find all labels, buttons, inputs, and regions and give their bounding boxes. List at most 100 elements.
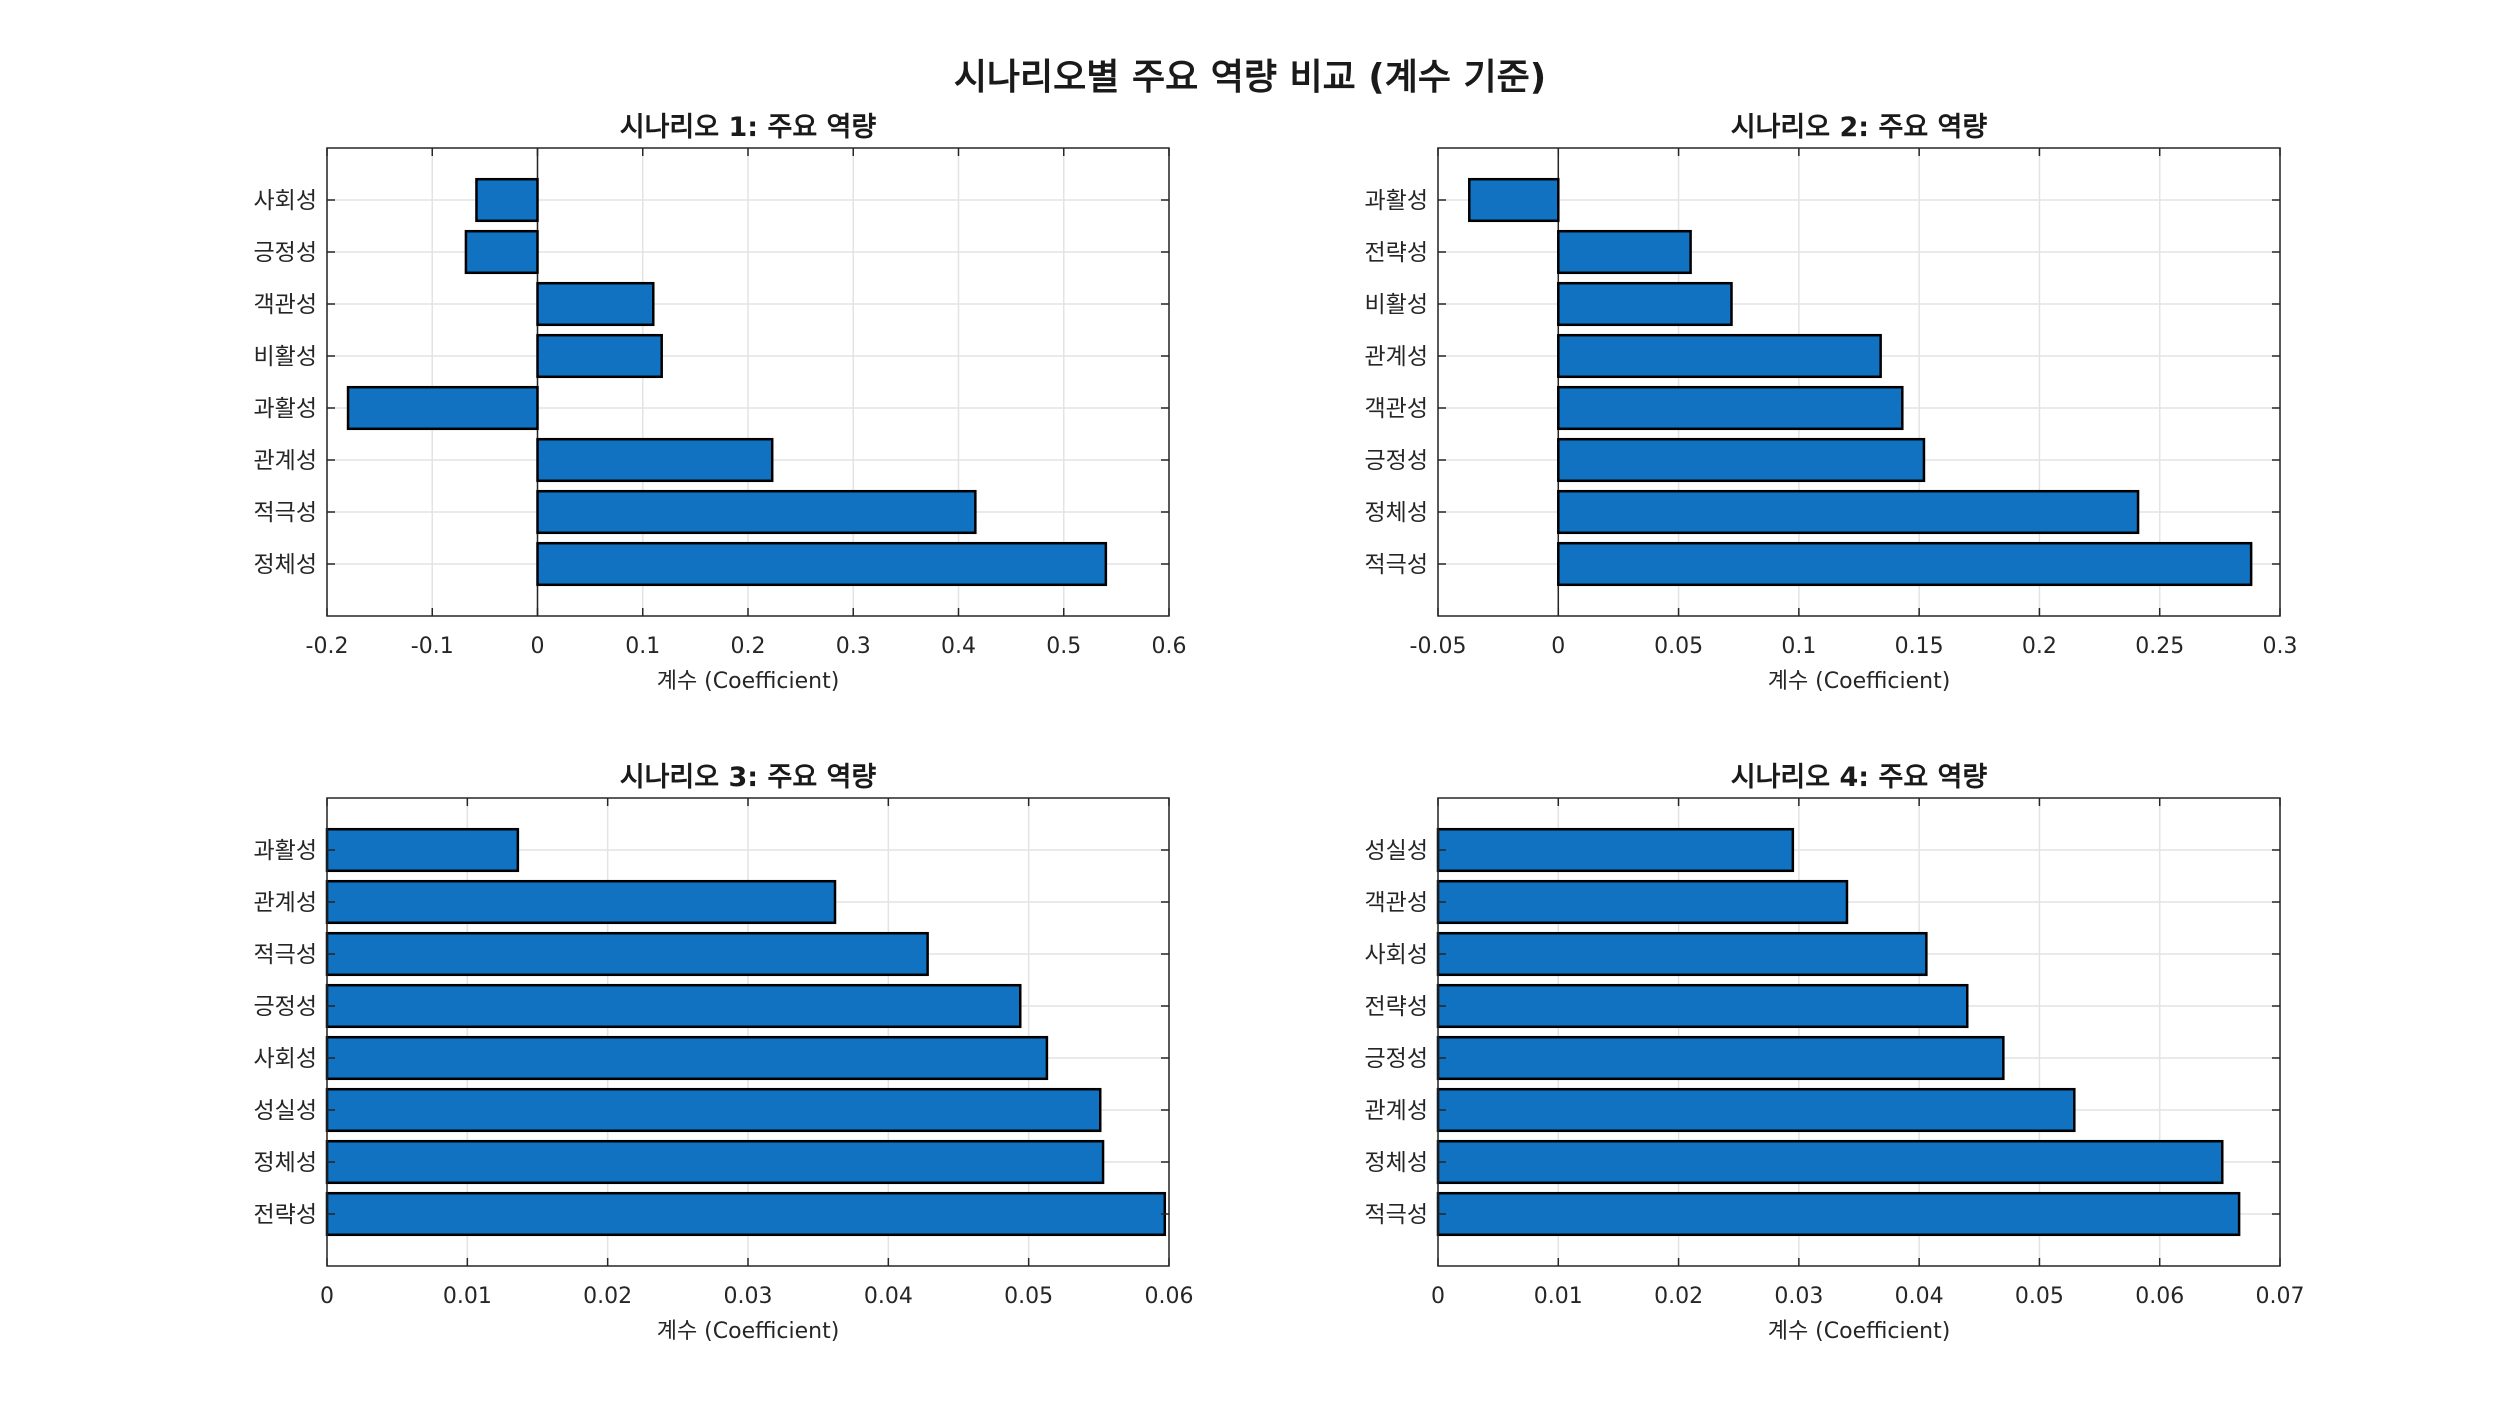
x-tick-label: 0.25: [2135, 634, 2184, 659]
bar-긍정성: [1436, 1035, 2005, 1081]
y-category-label: 비활성: [254, 344, 317, 370]
bar-적극성: [536, 489, 977, 535]
y-category-label: 관계성: [1365, 1098, 1428, 1124]
x-tick-label: 0.02: [1654, 1284, 1703, 1309]
bar-적극성: [325, 931, 929, 977]
x-tick-label: 0.01: [443, 1284, 492, 1309]
x-tick-label: 0.01: [1534, 1284, 1583, 1309]
bar-긍정성: [464, 229, 539, 275]
bar-긍정성: [1557, 437, 1926, 483]
x-tick-label: 0.3: [836, 634, 871, 659]
y-category-label: 적극성: [254, 942, 317, 968]
x-tick-label: 0.4: [941, 634, 976, 659]
bar-적극성: [1557, 541, 2253, 587]
chart-panel-2: -0.05 0 0.05 0.1 0.15 0.2 0.25 0.3 과활성전략성비활성관계성객…: [1365, 112, 2298, 694]
x-axis-label: 계수 (Coefficient): [657, 669, 840, 694]
bar-과활성: [325, 827, 520, 873]
bar-정체성: [325, 1139, 1105, 1185]
figure-title: 시나리오별 주요 역량 비교 (계수 기준): [953, 57, 1547, 98]
y-category-label: 전략성: [1365, 240, 1428, 266]
bar-전략성: [325, 1191, 1167, 1237]
y-category-label: 과활성: [1365, 188, 1428, 214]
y-category-label: 과활성: [254, 838, 317, 864]
y-category-label: 관계성: [254, 890, 317, 916]
y-category-label: 적극성: [254, 500, 317, 526]
x-tick-label: 0: [1431, 1284, 1445, 1309]
y-category-label: 객관성: [1365, 890, 1428, 916]
y-category-label: 정체성: [254, 552, 317, 578]
x-tick-label: 0: [531, 634, 545, 659]
x-axis-label: 계수 (Coefficient): [1768, 1319, 1951, 1344]
bar-비활성: [1557, 281, 1733, 327]
bar-과활성: [1468, 177, 1560, 223]
subplot-title: 시나리오 1: 주요 역량: [620, 112, 877, 143]
x-tick-label: 0.15: [1895, 634, 1944, 659]
bar-정체성: [1557, 489, 2140, 535]
bar-성실성: [1436, 827, 1795, 873]
x-tick-label: 0.2: [2022, 634, 2057, 659]
y-category-label: 정체성: [1365, 1150, 1428, 1176]
x-tick-label: 0.05: [2015, 1284, 2064, 1309]
x-tick-label: -0.1: [411, 634, 454, 659]
x-tick-label: 0.1: [1781, 634, 1816, 659]
x-tick-label: 0.5: [1046, 634, 1081, 659]
y-category-label: 전략성: [1365, 994, 1428, 1020]
y-category-label: 성실성: [254, 1098, 317, 1124]
x-tick-label: -0.05: [1410, 634, 1467, 659]
bar-전략성: [1436, 983, 1969, 1029]
x-tick-label: 0.04: [1895, 1284, 1944, 1309]
x-tick-label: 0.2: [731, 634, 766, 659]
x-tick-label: 0.3: [2263, 634, 2298, 659]
y-category-label: 긍정성: [1365, 1046, 1428, 1072]
x-tick-label: 0.05: [1654, 634, 1703, 659]
bar-정체성: [536, 541, 1108, 587]
x-tick-label: 0.02: [583, 1284, 632, 1309]
subplot-title: 시나리오 2: 주요 역량: [1731, 112, 1988, 143]
y-category-label: 사회성: [254, 188, 317, 214]
y-category-label: 긍정성: [1365, 448, 1428, 474]
y-category-label: 전략성: [254, 1202, 317, 1228]
x-tick-label: 0.1: [625, 634, 660, 659]
bar-관계성: [1436, 1087, 2076, 1133]
y-category-label: 적극성: [1365, 1202, 1428, 1228]
bar-사회성: [325, 1035, 1049, 1081]
y-category-label: 적극성: [1365, 552, 1428, 578]
y-category-label: 관계성: [254, 448, 317, 474]
y-category-label: 과활성: [254, 396, 317, 422]
subplot-title: 시나리오 4: 주요 역량: [1731, 762, 1988, 793]
bar-적극성: [1436, 1191, 2241, 1237]
x-tick-label: 0.6: [1152, 634, 1187, 659]
bar-사회성: [1436, 931, 1928, 977]
bar-비활성: [536, 333, 663, 379]
y-category-label: 비활성: [1365, 292, 1428, 318]
y-category-label: 객관성: [254, 292, 317, 318]
y-category-label: 사회성: [254, 1046, 317, 1072]
x-tick-label: 0: [1551, 634, 1565, 659]
bar-사회성: [475, 177, 539, 223]
y-category-label: 정체성: [1365, 500, 1428, 526]
bar-객관성: [536, 281, 655, 327]
x-tick-label: 0.05: [1004, 1284, 1053, 1309]
y-category-label: 사회성: [1365, 942, 1428, 968]
chart-panel-4: 0 0.01 0.02 0.03 0.04 0.05 0.06 0.07 성실성객관성사회성전략…: [1365, 762, 2305, 1344]
plot-area: [1438, 148, 2280, 616]
bar-관계성: [325, 879, 837, 925]
x-tick-label: 0.03: [1774, 1284, 1823, 1309]
x-tick-label: 0.03: [724, 1284, 773, 1309]
bar-성실성: [325, 1087, 1102, 1133]
subplot-title: 시나리오 3: 주요 역량: [620, 762, 877, 793]
y-category-label: 관계성: [1365, 344, 1428, 370]
x-axis-label: 계수 (Coefficient): [657, 1319, 840, 1344]
plot-area: [1438, 798, 2280, 1266]
bar-관계성: [536, 437, 774, 483]
x-tick-label: 0.06: [2135, 1284, 2184, 1309]
x-tick-label: -0.2: [306, 634, 349, 659]
bar-긍정성: [325, 983, 1022, 1029]
bar-객관성: [1557, 385, 1904, 431]
bar-정체성: [1436, 1139, 2224, 1185]
bar-전략성: [1557, 229, 1692, 275]
x-tick-label: 0.04: [864, 1284, 913, 1309]
bar-관계성: [1557, 333, 1882, 379]
axes-box: [1437, 147, 2281, 617]
